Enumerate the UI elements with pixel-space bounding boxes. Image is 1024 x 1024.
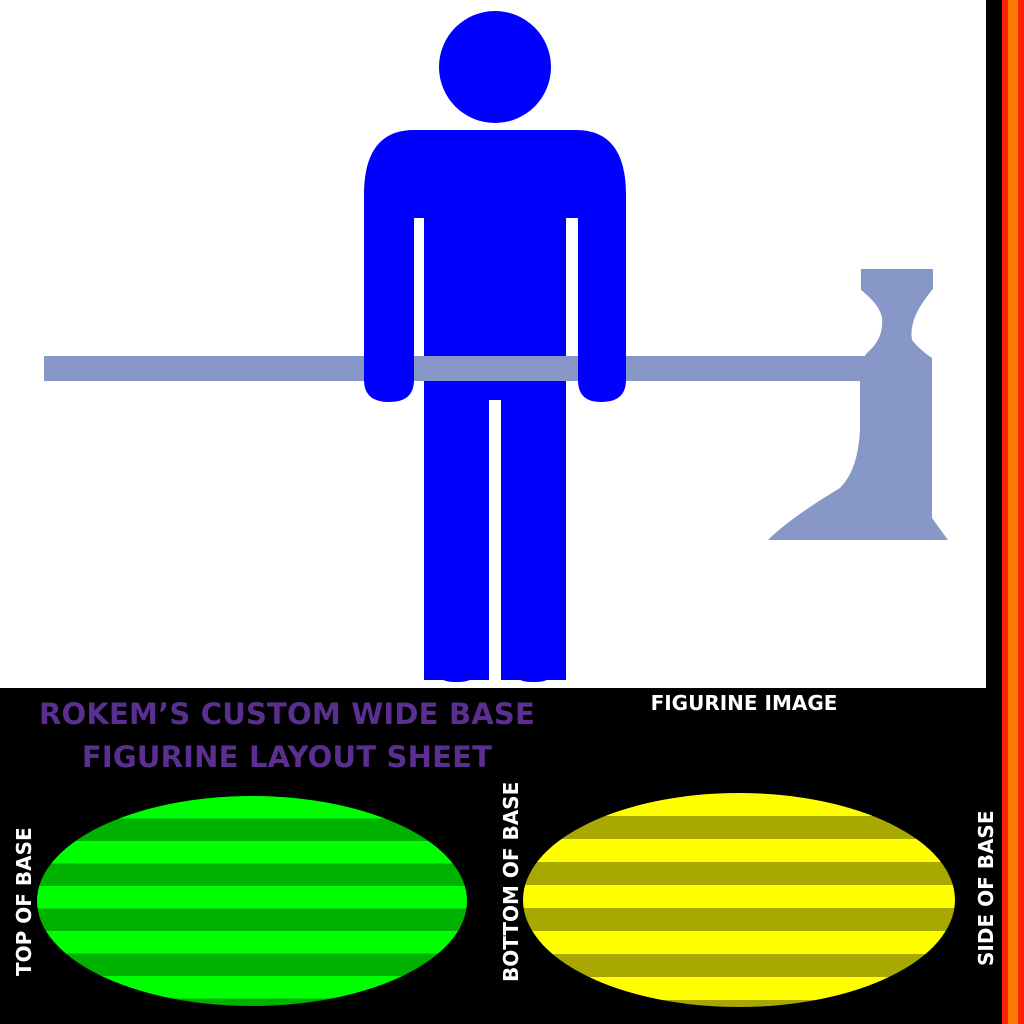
base-stripe — [523, 908, 955, 931]
base-stripe — [523, 839, 955, 862]
figure-head — [439, 11, 551, 123]
base-stripe — [37, 976, 467, 999]
axe-head — [768, 269, 948, 540]
figurine-image-area — [0, 0, 986, 688]
base-ovals — [37, 793, 955, 1007]
sheet-title-line2: FIGURINE LAYOUT SHEET — [81, 740, 493, 774]
person-figure — [364, 11, 626, 682]
axe-handle-grip — [414, 356, 578, 381]
top-of-base-label: TOP OF BASE — [12, 827, 36, 976]
base-stripe — [523, 885, 955, 908]
figure-torso — [364, 130, 626, 680]
base-stripe — [37, 953, 467, 976]
base-stripe — [37, 818, 467, 841]
figure-left-foot — [424, 620, 489, 682]
base-stripe — [523, 816, 955, 839]
base-stripe — [37, 931, 467, 954]
figurine-illustration — [44, 11, 948, 682]
base-stripe — [37, 908, 467, 931]
bottom-of-base-label: BOTTOM OF BASE — [499, 781, 523, 982]
base-stripe — [37, 886, 467, 909]
base-stripe — [523, 954, 955, 977]
base-stripe — [523, 931, 955, 954]
bottom-of-base-oval — [523, 793, 955, 1007]
figurine-image-label: FIGURINE IMAGE — [650, 691, 838, 715]
top-of-base-oval — [37, 796, 467, 1006]
base-stripe — [523, 862, 955, 885]
base-stripe — [37, 998, 467, 1006]
base-stripe — [37, 841, 467, 864]
sheet-title-line1: ROKEM’S CUSTOM WIDE BASE — [38, 697, 536, 731]
base-stripe — [37, 863, 467, 886]
side-of-base-label: SIDE OF BASE — [974, 810, 998, 967]
base-stripe — [523, 793, 955, 816]
base-stripe — [37, 796, 467, 819]
figure-right-foot — [501, 620, 566, 682]
base-stripe — [523, 977, 955, 1000]
side-of-base-strip — [986, 0, 1024, 1024]
base-stripe — [523, 1000, 955, 1007]
